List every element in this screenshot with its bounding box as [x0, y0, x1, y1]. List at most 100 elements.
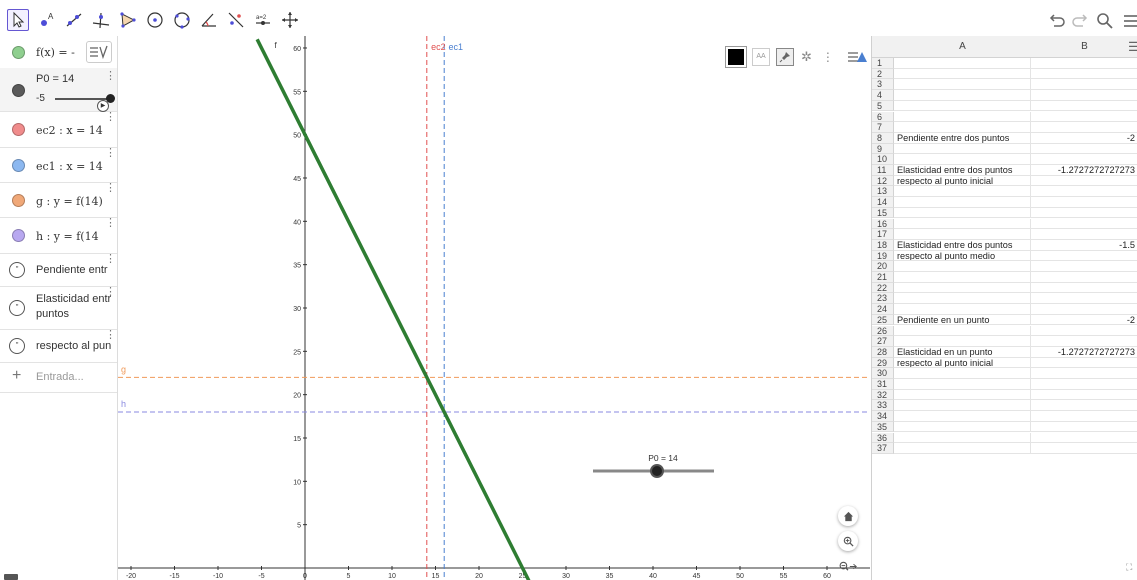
- cell-b[interactable]: [1031, 390, 1137, 401]
- text-object-icon[interactable]: ": [9, 300, 25, 316]
- cell-a[interactable]: [894, 304, 1031, 315]
- row-number[interactable]: 25: [872, 314, 894, 326]
- cell-a[interactable]: respecto al punto inicial: [894, 357, 1031, 369]
- more-options-icon[interactable]: ⋮: [105, 182, 116, 194]
- cell-b[interactable]: [1031, 400, 1137, 412]
- cell-a[interactable]: Elasticidad en un punto: [894, 346, 1031, 358]
- move-graphics-tool-button[interactable]: [279, 9, 301, 31]
- play-icon[interactable]: ▶: [97, 100, 109, 112]
- row-number[interactable]: 30: [872, 368, 894, 379]
- row-number[interactable]: 32: [872, 389, 894, 401]
- search-icon[interactable]: [1096, 12, 1114, 30]
- cell-b[interactable]: [1031, 379, 1137, 390]
- menu-icon[interactable]: [1121, 12, 1137, 30]
- row-number[interactable]: 4: [872, 90, 894, 101]
- cell-b[interactable]: [1031, 251, 1137, 262]
- cell-b[interactable]: [1031, 69, 1137, 80]
- cell-a[interactable]: [894, 282, 1031, 294]
- cell-b[interactable]: [1031, 229, 1137, 240]
- row-number[interactable]: 7: [872, 122, 894, 133]
- row-number[interactable]: 27: [872, 336, 894, 347]
- cell-a[interactable]: respecto al punto inicial: [894, 175, 1031, 187]
- cell-b[interactable]: [1031, 261, 1137, 272]
- visibility-toggle-g[interactable]: [12, 194, 25, 207]
- cell-b[interactable]: -1.2727272727273: [1031, 347, 1137, 358]
- undo-icon[interactable]: [1047, 12, 1065, 30]
- graphics-view[interactable]: -20 -15 -10 -5 0 5 10 15 20 25 30 35 40 45 50 55 60 5 10 15…: [118, 36, 870, 580]
- algebra-slider-track[interactable]: [55, 98, 108, 100]
- row-number[interactable]: 26: [872, 325, 894, 337]
- cell-b[interactable]: [1031, 112, 1137, 123]
- cell-b[interactable]: [1031, 219, 1137, 230]
- cell-b[interactable]: [1031, 422, 1137, 433]
- cell-b[interactable]: [1031, 283, 1137, 294]
- cell-b[interactable]: [1031, 208, 1137, 219]
- row-number[interactable]: 33: [872, 400, 894, 412]
- cell-b[interactable]: [1031, 411, 1137, 422]
- cell-b[interactable]: [1031, 186, 1137, 198]
- cell-a[interactable]: [894, 68, 1031, 80]
- spreadsheet-options-icon[interactable]: ☰: [1128, 39, 1137, 55]
- cell-b[interactable]: [1031, 336, 1137, 347]
- pin-button[interactable]: [776, 48, 794, 66]
- row-number[interactable]: 11: [872, 165, 894, 176]
- more-options-icon[interactable]: ⋮: [105, 111, 116, 123]
- cell-a[interactable]: [894, 421, 1031, 433]
- cell-b[interactable]: [1031, 293, 1137, 305]
- cell-b[interactable]: [1031, 176, 1137, 187]
- row-number[interactable]: 21: [872, 272, 894, 283]
- cell-b[interactable]: -2: [1031, 133, 1137, 144]
- row-number[interactable]: 34: [872, 411, 894, 422]
- cell-b[interactable]: [1031, 101, 1137, 112]
- cell-b[interactable]: [1031, 272, 1137, 283]
- row-number[interactable]: 5: [872, 100, 894, 112]
- graphics-canvas[interactable]: -20 -15 -10 -5 0 5 10 15 20 25 30 35 40 45 50 55 60 5 10 15…: [118, 36, 870, 580]
- row-number[interactable]: 2: [872, 68, 894, 80]
- algebra-slider-handle[interactable]: [106, 94, 115, 103]
- more-options-icon[interactable]: ⋮: [105, 147, 116, 159]
- perpendicular-tool-button[interactable]: [90, 9, 112, 31]
- algebra-item-h[interactable]: h : y = f(14 ⋮: [0, 217, 117, 254]
- reflect-tool-button[interactable]: [225, 9, 247, 31]
- cell-a[interactable]: Pendiente en un punto: [894, 314, 1031, 326]
- text-object-icon[interactable]: ": [9, 262, 25, 278]
- text-size-button[interactable]: AA: [752, 48, 770, 66]
- algebra-item-text2[interactable]: " Elasticidad entr puntos ⋮: [0, 286, 117, 330]
- cell-b[interactable]: [1031, 79, 1137, 91]
- cell-a[interactable]: [894, 143, 1031, 155]
- cell-a[interactable]: [894, 154, 1031, 165]
- row-number[interactable]: 35: [872, 421, 894, 433]
- row-number[interactable]: 28: [872, 346, 894, 358]
- cell-a[interactable]: [894, 389, 1031, 401]
- line-tool-button[interactable]: [63, 9, 85, 31]
- cell-b[interactable]: [1031, 368, 1137, 379]
- more-options-icon[interactable]: ⋮: [821, 50, 834, 64]
- cell-a[interactable]: [894, 368, 1031, 379]
- gear-icon[interactable]: ✲: [801, 49, 812, 64]
- row-number[interactable]: 3: [872, 79, 894, 91]
- home-button[interactable]: [838, 506, 858, 526]
- cell-b[interactable]: -2: [1031, 315, 1137, 326]
- cell-b[interactable]: [1031, 122, 1137, 133]
- row-number[interactable]: 10: [872, 154, 894, 165]
- cell-a[interactable]: [894, 111, 1031, 123]
- row-number[interactable]: 24: [872, 304, 894, 315]
- cell-a[interactable]: [894, 122, 1031, 133]
- cell-b[interactable]: [1031, 144, 1137, 155]
- cell-a[interactable]: Elasticidad entre dos puntos: [894, 165, 1031, 176]
- algebra-item-ec1[interactable]: ec1 : x = 14 ⋮: [0, 147, 117, 183]
- visibility-toggle-p0[interactable]: [12, 84, 25, 97]
- visibility-toggle-h[interactable]: [12, 229, 25, 242]
- cell-b[interactable]: [1031, 358, 1137, 369]
- cell-a[interactable]: [894, 325, 1031, 337]
- graphics-options-button[interactable]: [846, 48, 868, 66]
- algebra-item-g[interactable]: g : y = f(14) ⋮: [0, 182, 117, 218]
- cell-a[interactable]: [894, 79, 1031, 91]
- row-number[interactable]: 20: [872, 261, 894, 272]
- row-number[interactable]: 6: [872, 111, 894, 123]
- cell-b[interactable]: -1.2727272727273: [1031, 165, 1137, 176]
- algebra-item-ec2[interactable]: ec2 : x = 14 ⋮: [0, 111, 117, 148]
- row-number[interactable]: 1: [872, 58, 894, 69]
- redo-icon[interactable]: [1072, 12, 1090, 30]
- visibility-toggle-ec1[interactable]: [12, 159, 25, 172]
